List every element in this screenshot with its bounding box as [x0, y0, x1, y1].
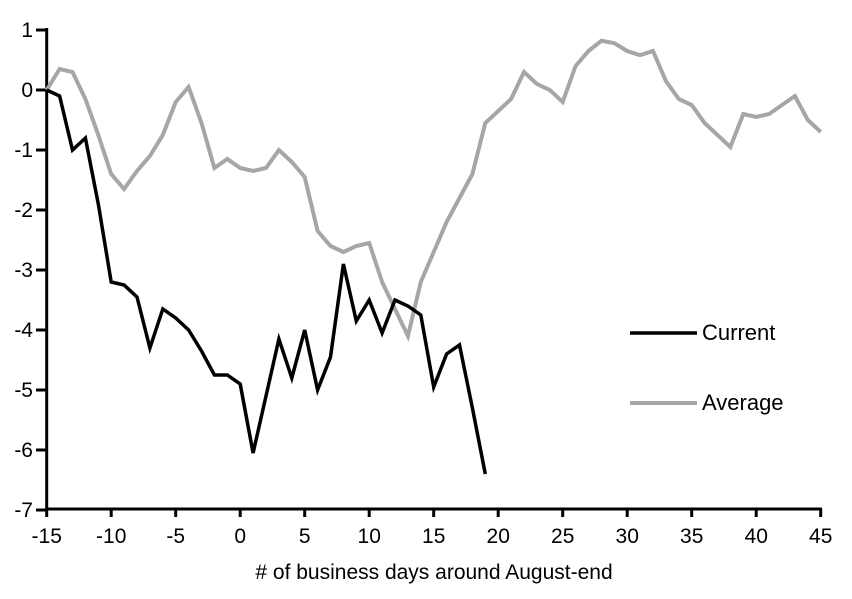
- x-tick-label: 35: [680, 525, 703, 548]
- x-tick-label: -15: [32, 525, 62, 548]
- x-tick-label: 10: [358, 525, 381, 548]
- legend-current-label: Current: [702, 320, 775, 345]
- x-axis-labels: -15 -10 -5 0 5 10 15 20 25 30 35 40 45: [32, 525, 833, 548]
- x-tick-label: -10: [96, 525, 126, 548]
- y-tick-label: -5: [14, 379, 33, 402]
- y-axis-labels: 1 0 -1 -2 -3 -4 -5 -6 -7: [14, 19, 33, 522]
- y-tick-label: -7: [14, 499, 33, 522]
- x-tick-label: 5: [299, 525, 311, 548]
- y-tick-label: 1: [21, 19, 33, 42]
- y-tick-label: -6: [14, 439, 33, 462]
- x-tick-label: -5: [166, 525, 185, 548]
- x-tick-label: 0: [234, 525, 246, 548]
- y-tick-label: -1: [14, 139, 33, 162]
- y-axis-ticks: [36, 28, 47, 512]
- x-tick-label: 25: [551, 525, 574, 548]
- average-line-series: [44, 38, 823, 342]
- y-tick-label: -3: [14, 259, 33, 282]
- y-tick-label: 0: [21, 79, 33, 102]
- legend: Current Average: [630, 320, 784, 415]
- current-line-series: [45, 88, 488, 475]
- x-tick-label: 40: [745, 525, 768, 548]
- y-tick-label: -4: [14, 319, 33, 342]
- x-tick-label: 30: [616, 525, 639, 548]
- x-axis-title: # of business days around August-end: [255, 561, 612, 584]
- x-tick-label: 15: [422, 525, 445, 548]
- y-tick-label: -2: [14, 199, 33, 222]
- x-tick-label: 45: [809, 525, 832, 548]
- x-tick-label: 20: [487, 525, 510, 548]
- legend-average-label: Average: [702, 390, 784, 415]
